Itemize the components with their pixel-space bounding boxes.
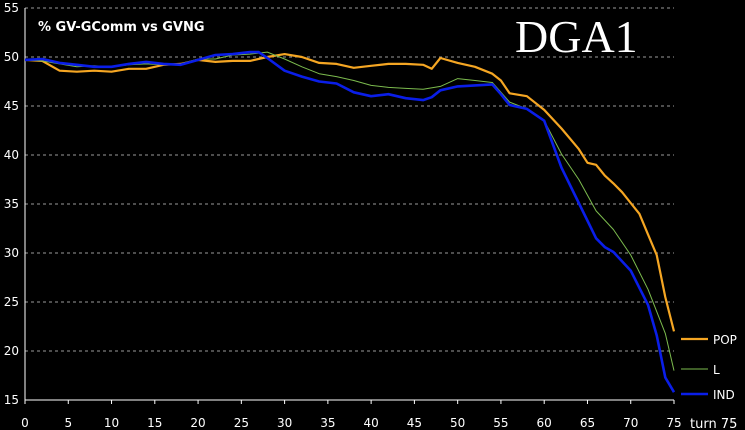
x-tick-label: 75 bbox=[666, 416, 681, 430]
x-tick-label: 20 bbox=[190, 416, 205, 430]
x-tick-label: 10 bbox=[104, 416, 119, 430]
legend-label-l: L bbox=[713, 363, 720, 377]
x-tick-label: 50 bbox=[450, 416, 465, 430]
x-tick-label: 15 bbox=[147, 416, 162, 430]
y-tick-label: 30 bbox=[4, 246, 19, 260]
x-tick-label: 35 bbox=[320, 416, 335, 430]
y-tick-label: 45 bbox=[4, 99, 19, 113]
y-tick-label: 50 bbox=[4, 50, 19, 64]
y-tick-label: 35 bbox=[4, 197, 19, 211]
x-tick-label: 45 bbox=[407, 416, 422, 430]
y-tick-labels: 15 20 25 30 35 40 45 50 55 bbox=[4, 1, 19, 407]
x-tick-labels: 0 5 10 15 20 25 30 35 40 45 50 55 60 65 70 75 bbox=[21, 416, 681, 430]
series-lines bbox=[24, 50, 676, 393]
y-tick-label: 20 bbox=[4, 344, 19, 358]
x-tick-label: 25 bbox=[234, 416, 249, 430]
x-tick-label: 0 bbox=[21, 416, 29, 430]
chart-title: DGA1 bbox=[515, 11, 638, 62]
y-tick-label: 55 bbox=[4, 1, 19, 15]
y-tick-label: 15 bbox=[4, 393, 19, 407]
series-line-ind bbox=[24, 50, 676, 393]
legend-label-pop: POP bbox=[713, 333, 737, 347]
x-tick-label: 5 bbox=[64, 416, 72, 430]
x-tick-label: 40 bbox=[363, 416, 378, 430]
y-tick-label: 25 bbox=[4, 295, 19, 309]
legend-label-ind: IND bbox=[713, 388, 735, 402]
x-tick-label: 65 bbox=[580, 416, 595, 430]
x-tick-label: 30 bbox=[277, 416, 292, 430]
gridlines bbox=[25, 7, 674, 352]
series-line-pop bbox=[24, 52, 676, 332]
x-tick-label: 70 bbox=[623, 416, 638, 430]
chart-subtitle: % GV-GComm vs GVNG bbox=[38, 20, 205, 35]
legend: POP L IND bbox=[681, 333, 737, 402]
axes bbox=[24, 8, 675, 404]
x-tick-label: 55 bbox=[493, 416, 508, 430]
x-tick-label: 60 bbox=[537, 416, 552, 430]
y-tick-label: 40 bbox=[4, 148, 19, 162]
x-unit-label: turn 75 bbox=[690, 417, 737, 430]
